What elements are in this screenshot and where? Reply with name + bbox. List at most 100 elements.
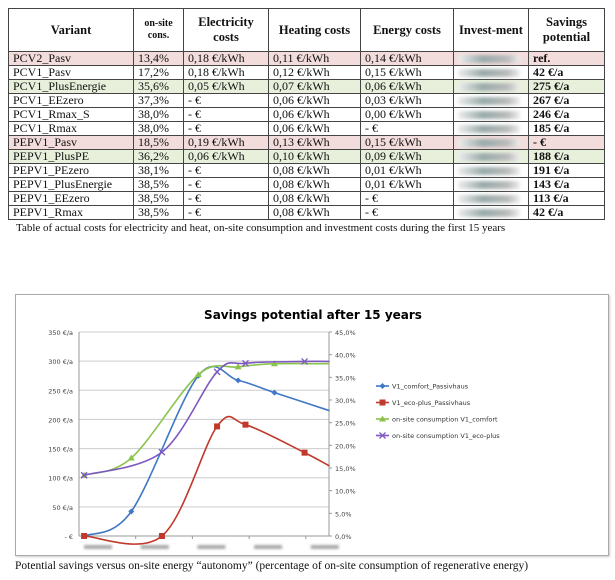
chart-caption: Potential savings versus on-site energy … <box>15 560 529 572</box>
variant-cell: PEPV1_Rmax <box>8 205 134 220</box>
energy-cell: 0,00 €/kWh <box>360 107 454 122</box>
data-point <box>234 363 242 370</box>
y-right-tick-label: 40,0% <box>335 352 356 360</box>
data-point <box>242 421 249 428</box>
energy-cell: - € <box>360 191 454 206</box>
blurred-investment-value <box>458 195 520 204</box>
savings-cell: 113 €/a <box>528 191 605 206</box>
electricity-cell: 0,19 €/kWh <box>183 135 269 150</box>
savings-cell: 42 €/a <box>528 205 605 220</box>
y-right-tick-label: 20,0% <box>335 442 356 450</box>
y-left-tick-label: 300 €/a <box>48 358 73 366</box>
y-left-tick-label: 50 €/a <box>52 504 73 512</box>
savings-cell: 275 €/a <box>528 79 605 94</box>
legend-item: V1_comfort_Passivhaus <box>376 383 469 391</box>
electricity-cell: 0,06 €/kWh <box>183 149 269 164</box>
investment-cell <box>453 107 529 122</box>
blurred-investment-value <box>458 125 520 134</box>
variant-cell: PCV1_Rmax_S <box>8 107 134 122</box>
blurred-investment-value <box>458 167 520 176</box>
blurred-investment-value <box>458 83 520 92</box>
data-point <box>158 533 165 539</box>
onsite-cell: 38,0% <box>133 121 184 136</box>
y-right-tick-label: 5,0% <box>335 510 352 518</box>
heating-cell: 0,06 €/kWh <box>268 121 361 136</box>
variant-cell: PCV1_EEzero <box>8 93 134 108</box>
electricity-cell: - € <box>183 93 269 108</box>
legend-label: on-site consumption V1_comfort <box>392 416 498 424</box>
table-row: PEPV1_PlusEnergie 38,5% - €0,08 €/kWh 0,01 … <box>8 177 605 192</box>
onsite-cell: 35,6% <box>133 79 184 94</box>
y-right-tick-label: 35,0% <box>335 374 356 382</box>
energy-cell: 0,15 €/kWh <box>360 65 454 80</box>
investment-cell <box>453 163 529 178</box>
series-line <box>83 360 330 477</box>
savings-cell: ref. <box>528 51 605 66</box>
table-row: PCV1_Pasv 17,2% 0,18 €/kWh 0,12 €/kWh 0,15 €… <box>8 65 605 80</box>
data-point <box>127 454 135 461</box>
legend-item: on-site consumption V1_eco-plus <box>376 432 500 440</box>
table-row: PCV1_Rmax 38,0% - €0,06 €/kWh - €185 €/a <box>8 121 605 136</box>
chart: Savings potential after 15 years - € 50 €/… <box>15 294 609 556</box>
data-point <box>158 448 166 456</box>
header-heating: Heating costs <box>268 8 361 52</box>
y-right-tick-label: 25,0% <box>335 420 356 428</box>
blurred-investment-value <box>458 139 520 148</box>
onsite-cell: 38,5% <box>133 177 184 192</box>
heating-cell: 0,06 €/kWh <box>268 107 361 122</box>
data-point <box>379 432 386 439</box>
blurred-investment-value <box>458 97 520 106</box>
blurred-investment-value <box>458 153 520 162</box>
electricity-cell: 0,18 €/kWh <box>183 65 269 80</box>
header-variant: Variant <box>8 8 134 52</box>
header-energy: Energy costs <box>360 8 454 52</box>
variant-cell: PEPV1_Pasv <box>8 135 134 150</box>
blurred-investment-value <box>458 55 520 64</box>
series-line <box>84 415 330 545</box>
chart-title: Savings potential after 15 years <box>204 308 422 322</box>
series-V1_comfort_Passivhaus <box>81 365 330 539</box>
data-point <box>194 371 202 378</box>
y-right-tick-label: 0,0% <box>335 533 352 541</box>
series-line <box>83 365 330 537</box>
x-tick-label-blurred <box>140 545 169 549</box>
legend-label: on-site consumption V1_eco-plus <box>392 432 500 440</box>
electricity-cell: - € <box>183 107 269 122</box>
variant-cell: PCV1_Rmax <box>8 121 134 136</box>
onsite-cell: 37,3% <box>133 93 184 108</box>
savings-cell: 191 €/a <box>528 163 605 178</box>
investment-cell <box>453 121 529 136</box>
cost-table: Variant on-site cons. Electricity costs … <box>8 8 605 220</box>
table-row: PEPV1_Rmax 38,5% - €0,08 €/kWh - €42 €/a <box>8 205 605 220</box>
heating-cell: 0,07 €/kWh <box>268 79 361 94</box>
y-right-tick-label: 30,0% <box>335 397 356 405</box>
investment-cell <box>453 51 529 66</box>
y-left-tick-label: - € <box>64 533 73 541</box>
legend-item: V1_eco-plus_Passivhaus <box>376 399 471 407</box>
variant-cell: PCV1_Pasv <box>8 65 134 80</box>
electricity-cell: - € <box>183 191 269 206</box>
blurred-investment-value <box>458 69 520 78</box>
header-savings: Savings potential <box>528 8 605 52</box>
onsite-cell: 38,0% <box>133 107 184 122</box>
data-point <box>214 423 221 430</box>
variant-cell: PCV1_PlusEnergie <box>8 79 134 94</box>
data-point <box>271 389 278 396</box>
savings-cell: 42 €/a <box>528 65 605 80</box>
investment-cell <box>453 177 529 192</box>
legend-item: on-site consumption V1_comfort <box>376 415 498 424</box>
energy-cell: 0,03 €/kWh <box>360 93 454 108</box>
investment-cell <box>453 65 529 80</box>
energy-cell: 0,01 €/kWh <box>360 163 454 178</box>
onsite-cell: 38,5% <box>133 205 184 220</box>
blurred-investment-value <box>458 111 520 120</box>
savings-cell: 267 €/a <box>528 93 605 108</box>
savings-cell: - € <box>528 135 605 150</box>
investment-cell <box>453 191 529 206</box>
blurred-investment-value <box>458 209 520 218</box>
onsite-cell: 36,2% <box>133 149 184 164</box>
savings-cell: 185 €/a <box>528 121 605 136</box>
electricity-cell: - € <box>183 205 269 220</box>
electricity-cell: - € <box>183 163 269 178</box>
x-tick-label-blurred <box>84 545 112 549</box>
